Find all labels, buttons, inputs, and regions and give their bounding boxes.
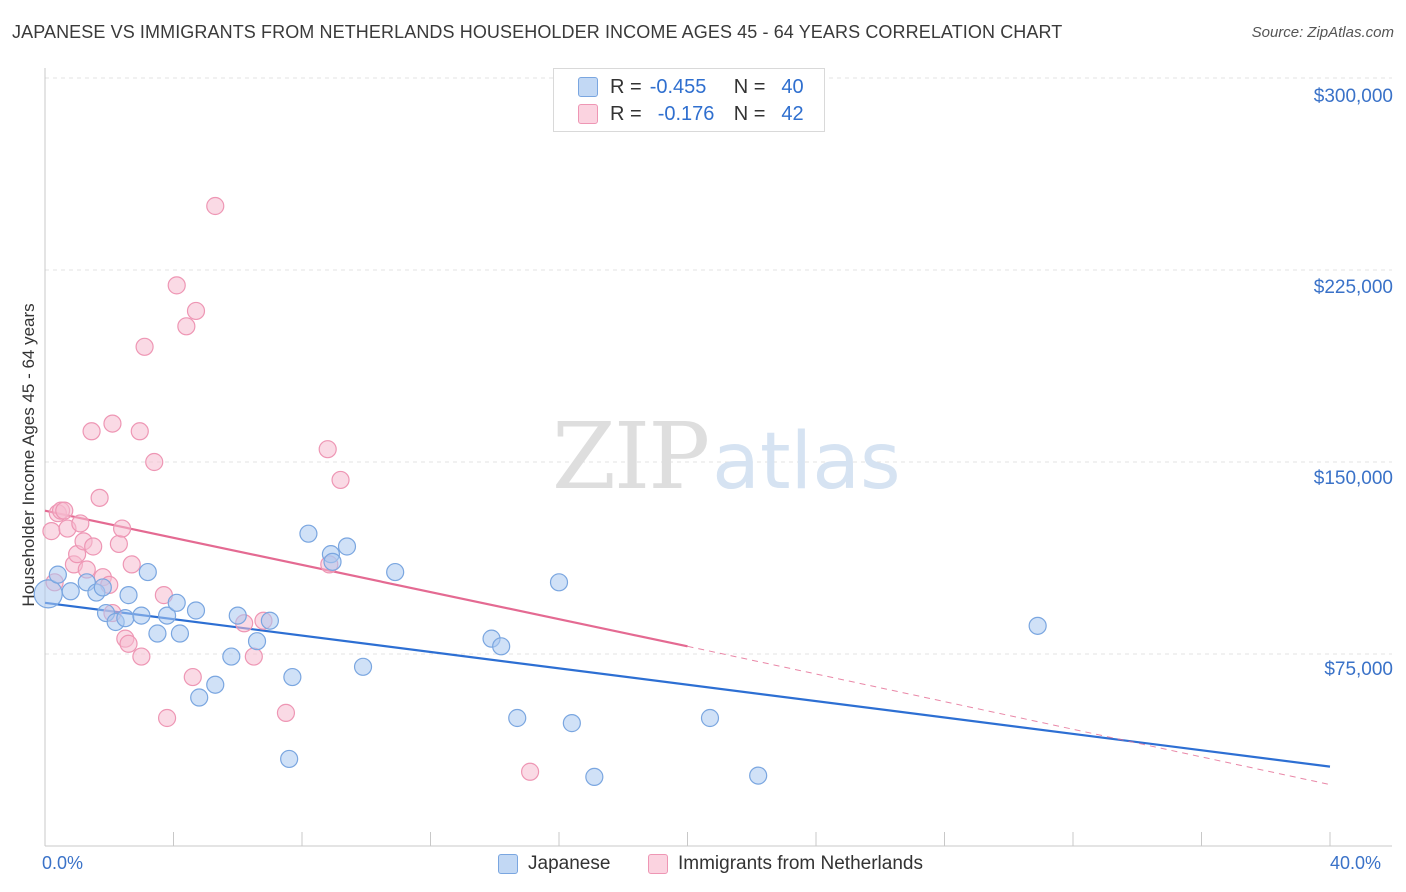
- gridlines: [45, 77, 1392, 655]
- japanese-point: [206, 675, 225, 694]
- bottom-legend-netherlands: Immigrants from Netherlands: [648, 852, 923, 876]
- japanese-point: [549, 573, 569, 592]
- japanese-point: [61, 582, 80, 601]
- stats-legend: R = -0.455 N = 40 R = -0.176 N = 42: [553, 68, 825, 132]
- japanese-point: [260, 611, 279, 630]
- japanese-point: [93, 578, 112, 597]
- netherlands-point: [122, 555, 141, 574]
- netherlands-swatch: [578, 104, 598, 124]
- x-tick-label: 0.0%: [42, 853, 84, 873]
- trend-lines: [44, 509, 1331, 786]
- japanese-r-value: -0.455: [649, 75, 707, 98]
- japanese-point: [132, 606, 151, 625]
- netherlands-r-label: R =: [610, 102, 642, 125]
- japanese-swatch: [578, 77, 598, 97]
- japanese-point: [119, 586, 138, 605]
- japanese-point: [48, 565, 67, 584]
- japanese-point: [492, 637, 511, 656]
- japanese-point: [222, 647, 241, 666]
- japanese-point: [323, 552, 342, 571]
- netherlands-point: [520, 762, 540, 781]
- japanese-point: [167, 593, 186, 612]
- netherlands-point: [103, 414, 122, 433]
- netherlands-point: [132, 647, 151, 666]
- japanese-point: [247, 632, 267, 651]
- japanese-legend-swatch: [498, 854, 518, 874]
- japanese-point: [190, 688, 209, 707]
- japanese-point: [508, 708, 527, 728]
- japanese-point: [157, 606, 177, 625]
- japanese-point: [170, 624, 190, 643]
- japanese-point: [280, 749, 299, 769]
- japanese-point: [148, 624, 167, 643]
- japanese-point: [116, 609, 135, 628]
- netherlands-n-value: 42: [781, 102, 804, 125]
- japanese-point: [283, 667, 302, 687]
- netherlands-legend-swatch: [648, 854, 668, 874]
- japanese-point: [749, 766, 768, 785]
- netherlands-point: [331, 470, 350, 490]
- netherlands-point: [71, 514, 90, 533]
- netherlands-point: [90, 488, 109, 507]
- netherlands-legend-label: Immigrants from Netherlands: [678, 853, 923, 874]
- chart-title: JAPANESE VS IMMIGRANTS FROM NETHERLANDS …: [12, 22, 1063, 42]
- legend-row-netherlands: R = -0.176 N = 42: [578, 102, 804, 126]
- netherlands-point: [130, 422, 149, 441]
- source-credit: Source: ZipAtlas.com: [1252, 24, 1394, 41]
- y-tick-label: $225,000: [1313, 277, 1393, 298]
- japanese-n-label: N =: [733, 75, 766, 98]
- netherlands-point: [157, 708, 177, 728]
- netherlands-point: [55, 501, 74, 520]
- japanese-point: [138, 562, 157, 582]
- japanese-legend-label: Japanese: [528, 853, 611, 874]
- japanese-point: [700, 708, 720, 728]
- japanese-point: [337, 537, 357, 556]
- netherlands-point: [112, 519, 132, 538]
- y-tick-label: $300,000: [1313, 86, 1393, 107]
- source-value: ZipAtlas.com: [1307, 24, 1394, 41]
- netherlands-point: [183, 667, 202, 687]
- y-tick-label: $75,000: [1324, 659, 1393, 680]
- legend-row-japanese: R = -0.455 N = 40: [578, 75, 804, 99]
- y-axis-label: Householder Income Ages 45 - 64 years: [19, 303, 38, 607]
- japanese-trend-line: [44, 601, 1331, 768]
- data-points: [33, 196, 1047, 786]
- japanese-point: [386, 562, 405, 582]
- axes: [44, 68, 1392, 847]
- netherlands-point: [186, 301, 206, 321]
- japanese-r-label: R =: [610, 75, 642, 98]
- netherlands-point: [119, 634, 138, 653]
- netherlands-trend-line: [44, 509, 688, 648]
- netherlands-r-value: -0.176: [657, 102, 715, 125]
- japanese-n-value: 40: [781, 75, 804, 98]
- japanese-point: [353, 657, 373, 676]
- netherlands-trend-extrapolated: [687, 645, 1331, 786]
- japanese-point: [299, 524, 318, 543]
- x-tick-label: 40.0%: [1330, 853, 1382, 873]
- japanese-point: [186, 601, 206, 620]
- bottom-legend-japanese: Japanese: [498, 852, 610, 876]
- netherlands-point: [206, 196, 225, 216]
- netherlands-point: [42, 522, 61, 541]
- netherlands-point: [84, 537, 103, 556]
- japanese-point: [562, 714, 581, 733]
- netherlands-point: [167, 276, 186, 295]
- netherlands-point: [82, 422, 101, 441]
- netherlands-point: [109, 534, 128, 554]
- netherlands-point: [135, 337, 154, 356]
- netherlands-point: [244, 647, 263, 666]
- japanese-point: [1028, 616, 1047, 635]
- netherlands-point: [145, 452, 164, 472]
- japanese-point: [585, 767, 604, 786]
- netherlands-n-label: N =: [733, 102, 766, 125]
- netherlands-point: [177, 317, 196, 336]
- japanese-point: [228, 606, 247, 625]
- netherlands-point: [318, 440, 337, 459]
- source-label: Source:: [1251, 24, 1304, 41]
- netherlands-point: [276, 703, 296, 722]
- y-tick-label: $150,000: [1313, 468, 1393, 489]
